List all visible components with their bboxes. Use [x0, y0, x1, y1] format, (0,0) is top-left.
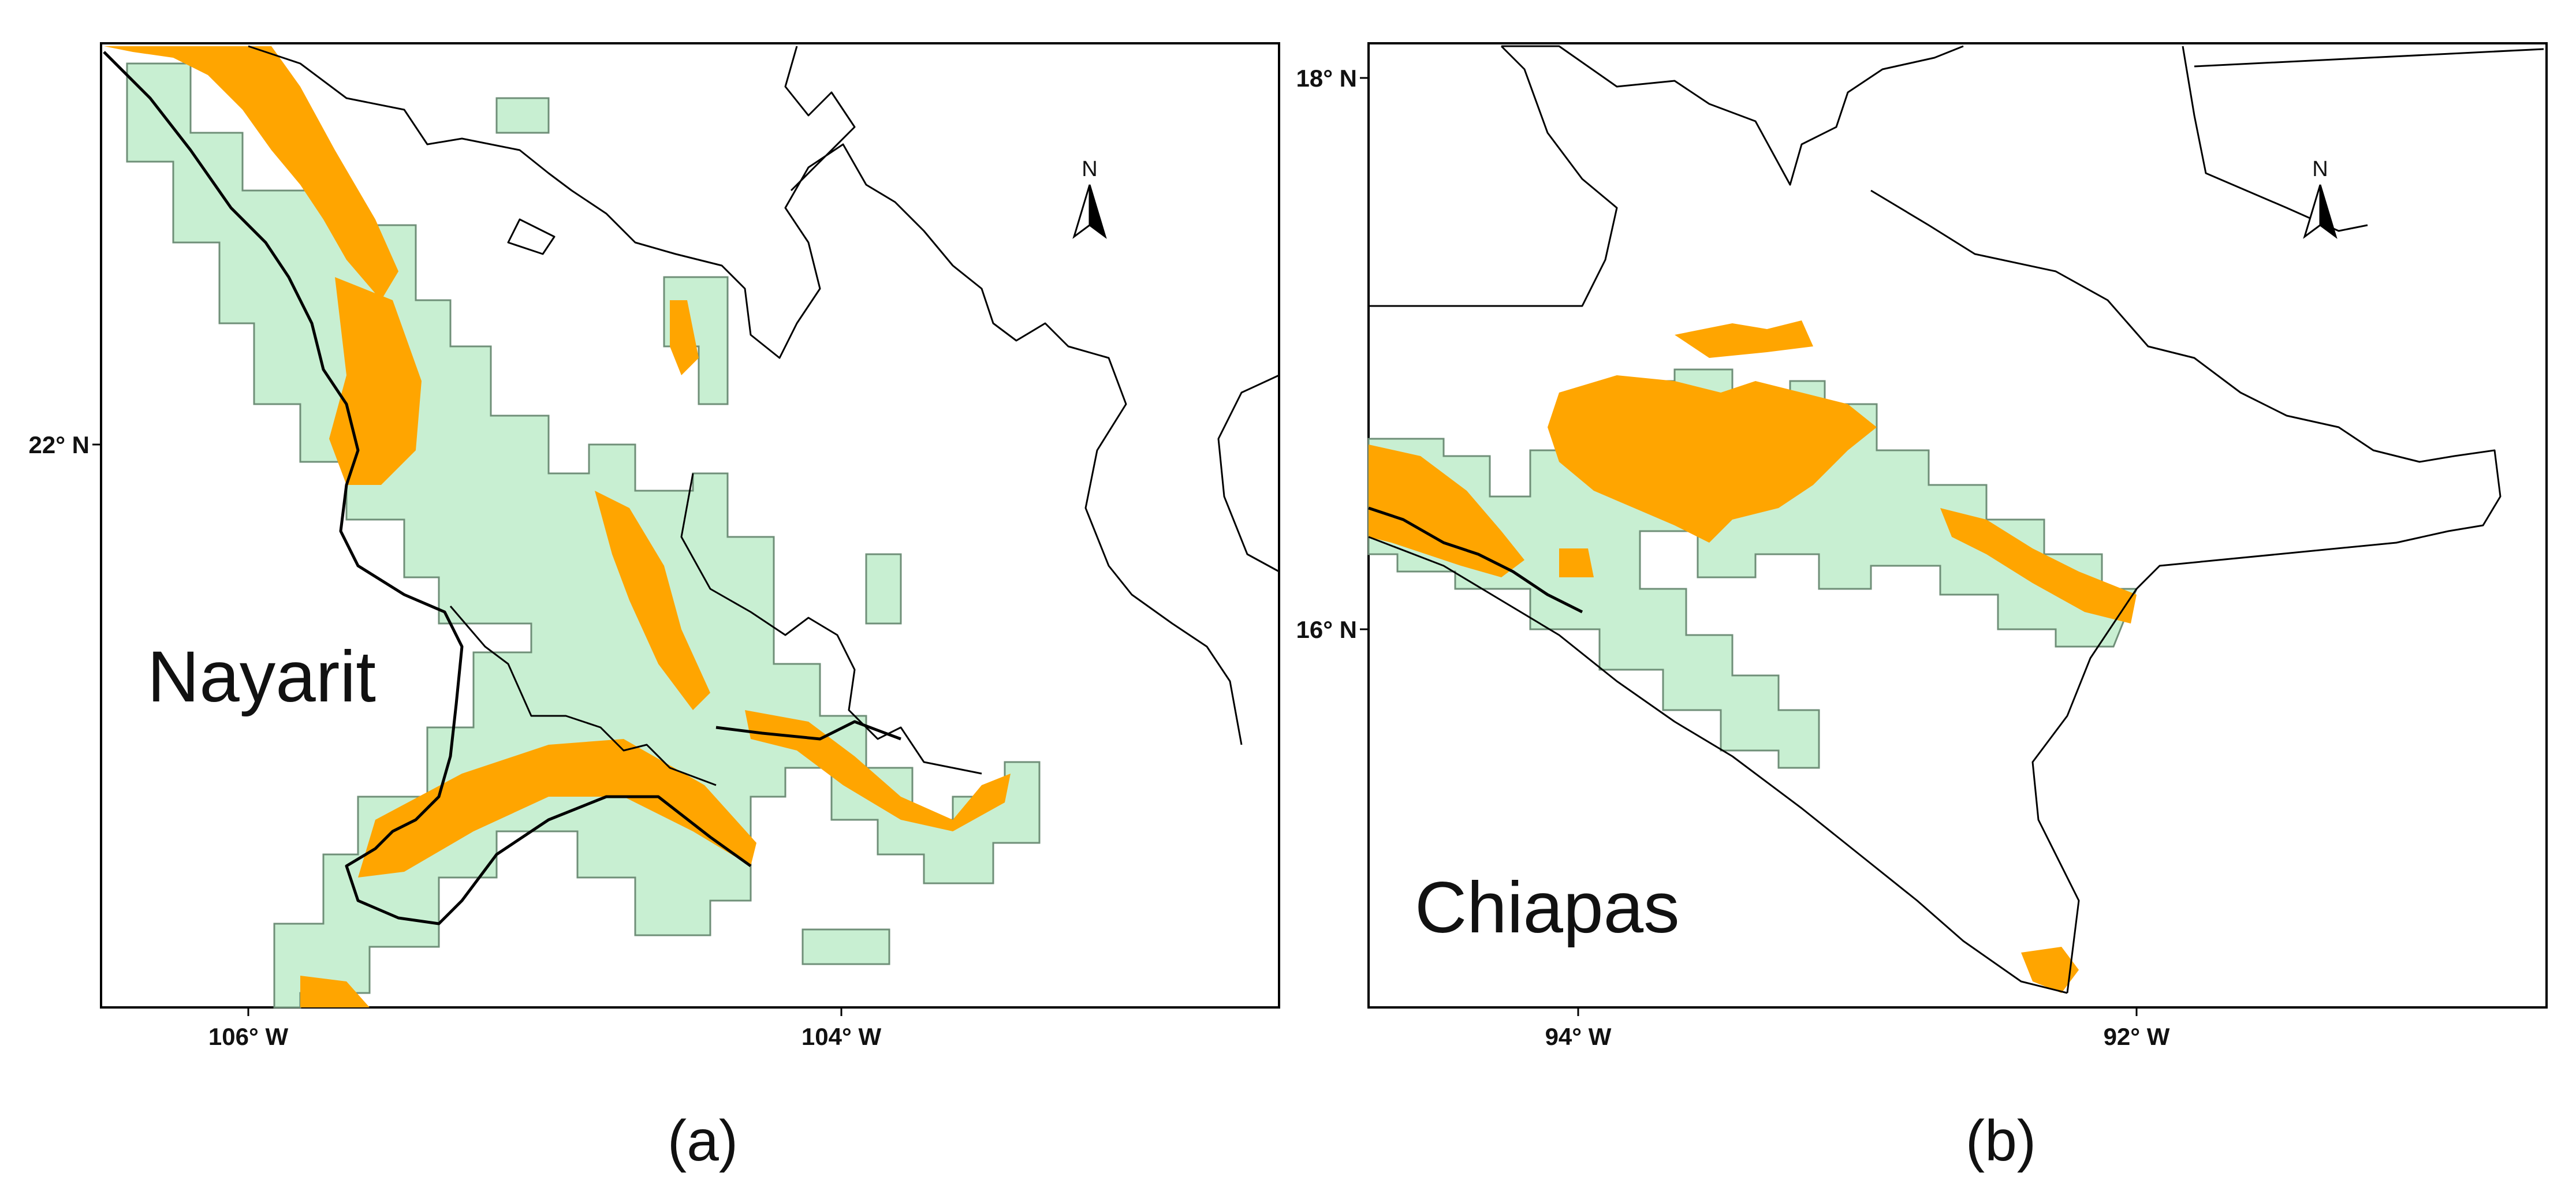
panel-b-north-label: N [2312, 157, 2328, 181]
panel-b-y-tick-18n: 18° N [1296, 65, 1357, 92]
panel-a-region-label: Nayarit [147, 637, 376, 717]
panel-a-state-borders [248, 45, 1280, 786]
panel-a-orange-sw [300, 976, 370, 1007]
panel-a-north-arrow: N [1072, 157, 1107, 239]
panel-b-x-tick-92w: 92° W [2104, 1023, 2170, 1050]
panel-a-green-patch-east [865, 553, 902, 625]
panel-b-north-arrow: N [2303, 157, 2338, 239]
panel-a-orange-south [358, 739, 756, 878]
panel-a-x-tick-104w: 104° W [801, 1023, 882, 1050]
panel-a-y-tick-22n: 22° N [28, 431, 90, 458]
panel-b-green-region [1367, 368, 2138, 769]
panel-b-caption: (b) [1966, 1108, 2036, 1173]
panel-a-north-label: N [1082, 157, 1097, 181]
panel-a-orange-coast [104, 46, 398, 300]
panel-b-orange-west [1369, 445, 1524, 577]
panel-b-orange-east [1940, 508, 2137, 623]
panel-b-orange-central [1548, 375, 1877, 543]
panel-a-orange-east [745, 710, 1011, 831]
panel-a-coastline [103, 51, 901, 925]
panel-a-green-patch-north [495, 97, 550, 134]
panel-b-region-label: Chiapas [1415, 868, 1680, 948]
panel-b-map: N 18° N 16° N 94° W 92° W Chiapas [1296, 42, 2548, 1050]
panel-b-coastline [1368, 506, 1583, 614]
panel-b-orange-spot [1559, 548, 1594, 577]
panel-a-map: N 22° N 106° W 104° W Nayarit [28, 42, 1280, 1050]
panel-a-orange-ne [670, 300, 699, 375]
panel-a-orange-central [595, 491, 710, 710]
panel-b-state-borders [1368, 45, 2544, 994]
panel-b-orange-north [1675, 320, 1813, 358]
panel-a-caption: (a) [668, 1108, 738, 1173]
panel-b-y-tick-16n: 16° N [1296, 616, 1357, 643]
panel-b-orange-south [2021, 947, 2079, 993]
panel-a-x-tick-106w: 106° W [208, 1023, 289, 1050]
panel-b-x-tick-94w: 94° W [1545, 1023, 1612, 1050]
panel-a-green-patch-south [801, 928, 890, 965]
